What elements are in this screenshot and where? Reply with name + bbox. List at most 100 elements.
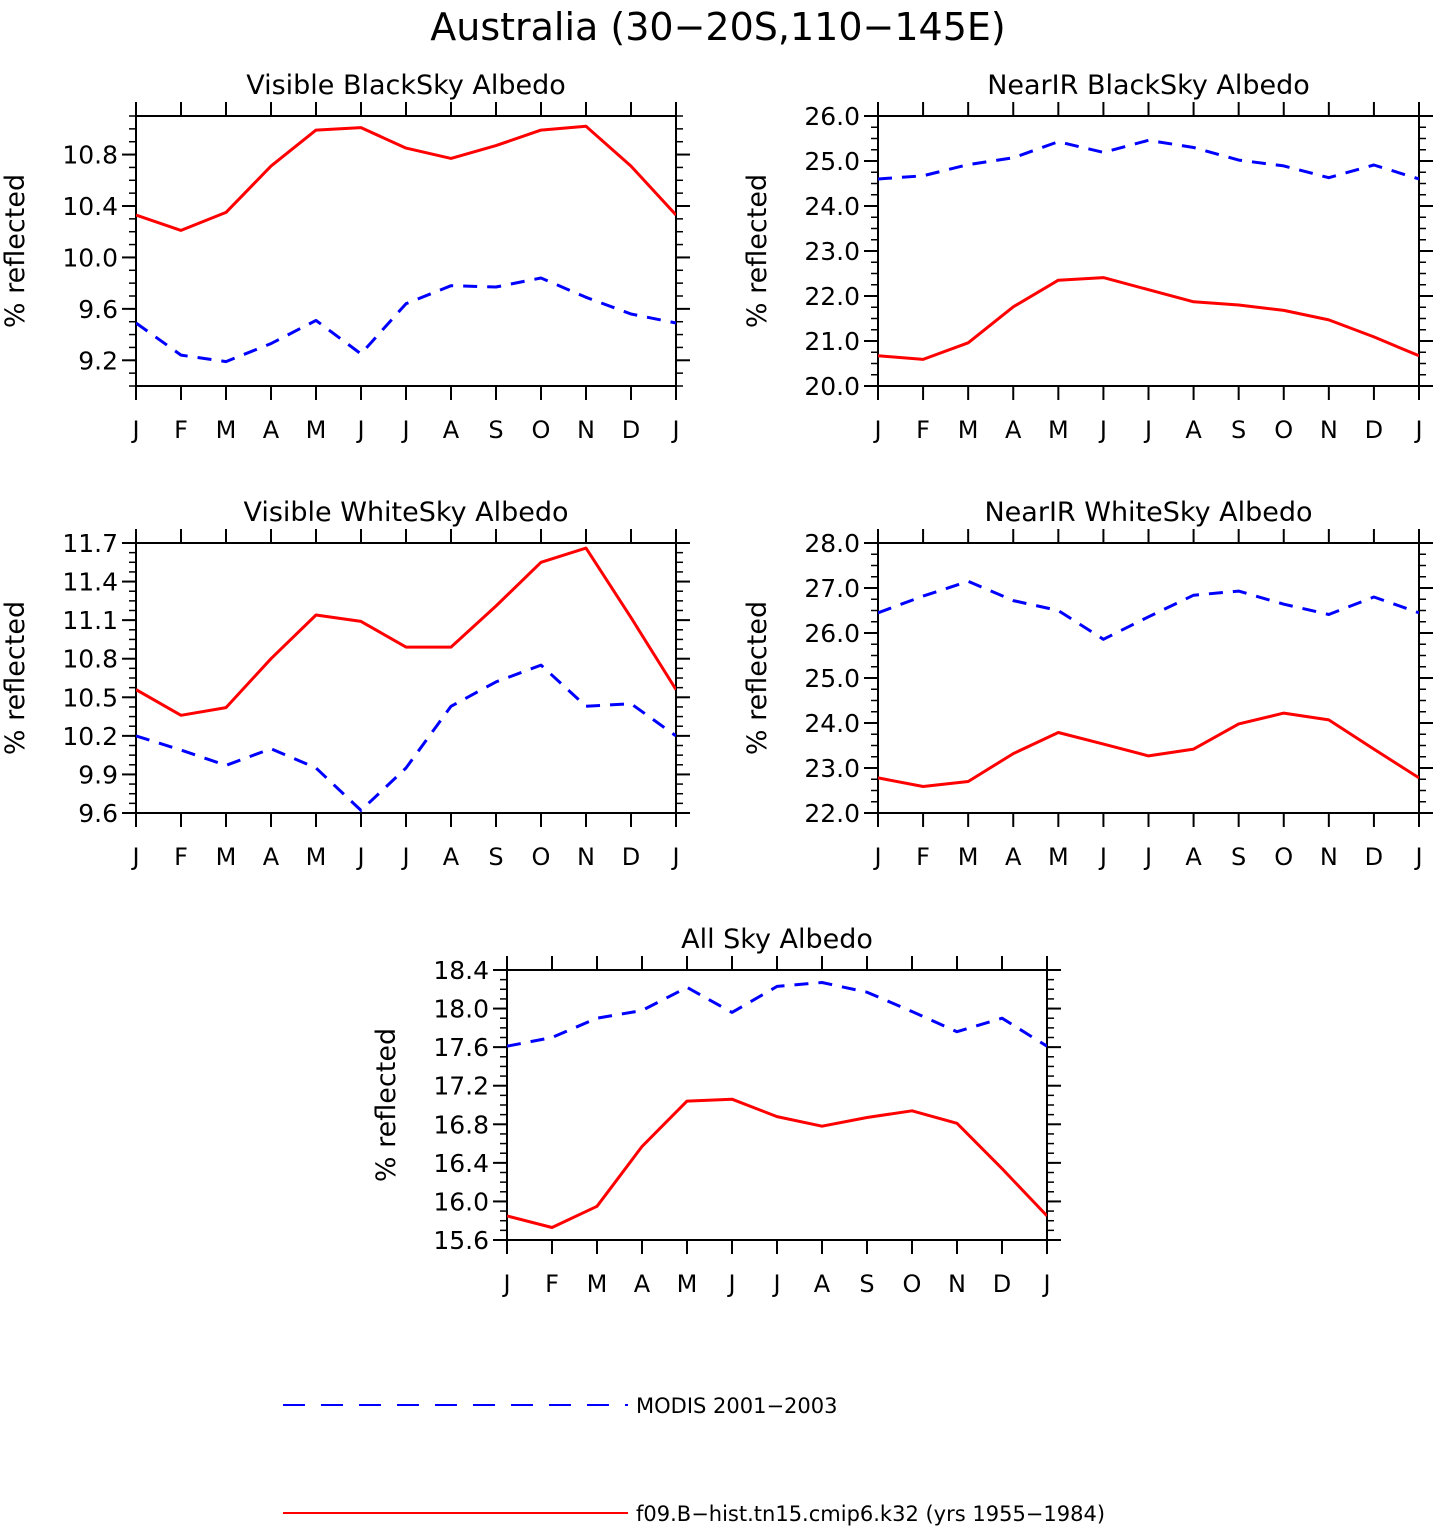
x-tick-label: D [1365,843,1383,871]
y-tick-label: 22.0 [804,799,860,828]
x-tick-label: A [1005,416,1022,444]
panel-3: J F M A M J J A S O N D J9.69.910.210.510.811.111.41… [0,497,690,871]
y-tick-label: 11.7 [62,529,118,558]
x-tick-label: F [545,1270,559,1298]
x-tick-label: J [1041,1270,1050,1298]
y-axis-label: % reflected [0,601,31,755]
model-series-line [878,276,1419,361]
x-tick-label: J [726,1270,735,1298]
y-tick-label: 11.4 [62,568,118,597]
plot-frame [135,115,677,387]
y-tick-label: 10.8 [62,645,118,674]
x-tick-label: M [587,1270,608,1298]
y-tick-label: 18.0 [433,995,489,1024]
x-tick-label: D [993,1270,1011,1298]
y-axis-label: % reflected [742,174,773,328]
x-tick-label: J [130,843,139,871]
x-tick-label: M [1048,843,1069,871]
plot-frame [877,542,1420,814]
panel-5: J F M A M J J A S O N D J15.616.016.416.817.217.618.… [371,924,1061,1298]
panel-4: J F M A M J J A S O N D J22.023.024.025.026.027.028.… [742,497,1433,871]
x-tick-label: J [1098,416,1107,444]
x-tick-label: O [532,416,551,444]
x-tick-label: J [1143,416,1152,444]
x-tick-label: A [1185,843,1202,871]
x-tick-label: M [216,416,237,444]
x-tick-label: J [501,1270,510,1298]
x-tick-label: N [1320,416,1338,444]
y-tick-label: 9.2 [78,346,118,375]
y-tick-label: 10.4 [62,192,118,221]
x-tick-label: F [174,843,188,871]
x-tick-label: J [1098,843,1107,871]
y-tick-label: 22.0 [804,282,860,311]
x-tick-label: A [634,1270,651,1298]
y-tick-label: 18.4 [433,956,489,985]
panel-title: NearIR WhiteSky Albedo [984,497,1312,528]
x-tick-label: M [306,416,327,444]
figure-title: Australia (30−20S,110−145E) [430,5,1005,49]
x-tick-label: O [1274,416,1293,444]
x-tick-label: M [958,416,979,444]
y-tick-label: 16.8 [433,1110,489,1139]
x-tick-label: F [916,843,930,871]
y-tick-label: 10.2 [62,722,118,751]
x-tick-label: J [400,416,409,444]
legend-label-model: f09.B−hist.tn15.cmip6.k32 (yrs 1955−1984… [636,1502,1105,1526]
y-tick-label: 23.0 [804,754,860,783]
x-tick-label: M [958,843,979,871]
y-axis-label: % reflected [371,1028,402,1182]
x-tick-label: A [443,416,460,444]
x-tick-label: M [216,843,237,871]
x-tick-label: M [306,843,327,871]
x-tick-label: S [488,416,503,444]
x-tick-label: A [263,416,280,444]
y-tick-label: 24.0 [804,192,860,221]
modis-series-line [878,579,1419,641]
x-tick-label: A [263,843,280,871]
y-tick-label: 17.2 [433,1072,489,1101]
y-tick-label: 25.0 [804,147,860,176]
x-tick-label: N [948,1270,966,1298]
plot-frame [135,542,677,814]
y-tick-label: 25.0 [804,664,860,693]
x-tick-label: J [355,416,364,444]
modis-series-line [507,981,1047,1048]
y-tick-label: 20.0 [804,372,860,401]
x-tick-label: J [355,843,364,871]
y-tick-label: 16.0 [433,1187,489,1216]
model-series-line [878,711,1419,788]
x-tick-label: O [1274,843,1293,871]
y-axis-label: % reflected [742,601,773,755]
y-tick-label: 9.9 [78,760,118,789]
legend: MODIS 2001−2003 f09.B−hist.tn15.cmip6.k3… [283,1394,1105,1526]
model-series-line [136,546,676,717]
x-tick-label: J [670,416,679,444]
y-tick-label: 9.6 [78,799,118,828]
x-tick-label: N [577,416,595,444]
x-tick-label: S [1231,843,1246,871]
y-tick-label: 26.0 [804,619,860,648]
x-tick-label: J [400,843,409,871]
model-series-line [507,1097,1047,1229]
model-series-line [136,124,676,232]
y-axis-label: % reflected [0,174,31,328]
panel-title: Visible BlackSky Albedo [246,70,566,101]
y-tick-label: 27.0 [804,574,860,603]
x-tick-label: S [488,843,503,871]
x-tick-label: A [443,843,460,871]
y-tick-label: 24.0 [804,709,860,738]
x-tick-label: M [677,1270,698,1298]
x-tick-label: A [814,1270,831,1298]
y-tick-label: 10.8 [62,141,118,170]
panel-title: Visible WhiteSky Albedo [243,497,568,528]
x-tick-label: J [872,416,881,444]
legend-label-modis: MODIS 2001−2003 [636,1394,838,1418]
x-tick-label: F [174,416,188,444]
x-tick-label: J [872,843,881,871]
x-tick-label: S [859,1270,874,1298]
modis-series-line [136,663,676,812]
x-tick-label: D [622,416,640,444]
